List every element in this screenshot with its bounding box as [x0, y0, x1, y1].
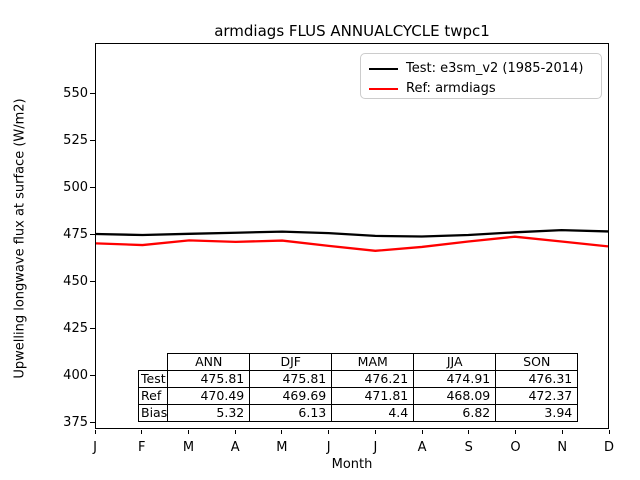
- legend-label-ref: Ref: armdiags: [406, 81, 496, 96]
- table-cell: 5.32: [167, 404, 251, 422]
- y-tick-mark: [90, 375, 95, 377]
- x-tick-mark: [281, 430, 283, 434]
- x-tick-mark: [608, 430, 610, 434]
- series-line-ref: [96, 235, 608, 252]
- table-col-header: SON: [495, 353, 579, 371]
- table-row: Bias 5.32 6.13 4.4 6.82 3.94: [137, 404, 579, 422]
- x-tick-mark: [234, 430, 236, 434]
- chart-title: armdiags FLUS ANNUALCYCLE twpc1: [214, 22, 490, 40]
- table-cell: 6.82: [413, 404, 497, 422]
- y-tick-mark: [90, 422, 95, 424]
- x-tick-label: A: [230, 440, 240, 455]
- x-tick-label: F: [137, 440, 146, 455]
- table-row-label: Ref: [137, 387, 169, 405]
- table-cell: 471.81: [331, 387, 415, 405]
- table-cell: 476.21: [331, 370, 415, 388]
- legend: Test: e3sm_v2 (1985-2014) Ref: armdiags: [360, 53, 602, 99]
- x-tick-label: M: [182, 440, 195, 455]
- y-tick-mark: [90, 328, 95, 330]
- x-tick-mark: [468, 430, 470, 434]
- table-row: Test 475.81 475.81 476.21 474.91 476.31: [137, 370, 579, 388]
- table-col-header: MAM: [331, 353, 415, 371]
- x-tick-label: J: [93, 440, 97, 455]
- x-axis-label: Month: [331, 457, 373, 472]
- y-axis-label: Upwelling longwave flux at surface (W/m2…: [12, 98, 28, 379]
- legend-line-test-icon: [369, 67, 398, 71]
- y-tick-label: 450: [63, 274, 88, 290]
- x-tick-mark: [141, 430, 143, 434]
- table-row-label: Bias: [137, 404, 169, 422]
- x-tick-label: J: [326, 440, 331, 455]
- summary-table-body: ANN DJF MAM JJA SON Test 475.81 475.81 476.21 474…: [137, 353, 579, 422]
- x-tick-label: M: [276, 440, 288, 455]
- table-cell: 6.13: [249, 404, 333, 422]
- table-col-header: JJA: [413, 353, 497, 371]
- summary-table: ANN DJF MAM JJA SON Test 475.81 475.81 476.21 474…: [137, 353, 579, 422]
- table-cell: 469.69: [249, 387, 333, 405]
- x-tick-mark: [515, 430, 517, 434]
- x-tick-mark: [94, 430, 96, 434]
- table-row-label: Test: [137, 370, 169, 388]
- y-tick-label: 500: [63, 180, 88, 196]
- y-tick-mark: [90, 281, 95, 283]
- legend-line-ref-icon: [369, 87, 398, 91]
- table-cell: 470.49: [167, 387, 251, 405]
- table-header-row: ANN DJF MAM JJA SON: [139, 353, 579, 371]
- table-row: Ref 470.49 469.69 471.81 468.09 472.37: [137, 387, 579, 405]
- x-tick-label: N: [557, 440, 568, 455]
- table-cell: 472.37: [495, 387, 579, 405]
- y-tick-label: 400: [63, 368, 88, 384]
- y-tick-label: 475: [63, 227, 88, 243]
- y-tick-mark: [90, 187, 95, 189]
- x-tick-label: S: [464, 440, 473, 455]
- table-cell: 476.31: [495, 370, 579, 388]
- y-tick-label: 550: [63, 86, 88, 102]
- table-cell: 4.4: [331, 404, 415, 422]
- x-tick-label: A: [417, 440, 427, 455]
- plot-area: Test: e3sm_v2 (1985-2014) Ref: armdiags: [95, 43, 609, 429]
- table-cell: 468.09: [413, 387, 497, 405]
- table-corner-blank: [139, 354, 168, 371]
- x-tick-mark: [328, 430, 330, 434]
- legend-entry-ref: Ref: armdiags: [369, 79, 601, 99]
- table-cell: 475.81: [167, 370, 251, 388]
- x-tick-label: J: [373, 440, 378, 455]
- table-cell: 474.91: [413, 370, 497, 388]
- legend-label-test: Test: e3sm_v2 (1985-2014): [406, 61, 584, 76]
- x-tick-label: O: [510, 440, 521, 455]
- series-line-test: [96, 228, 608, 238]
- table-cell: 475.81: [249, 370, 333, 388]
- legend-entry-test: Test: e3sm_v2 (1985-2014): [369, 59, 601, 79]
- x-tick-mark: [561, 430, 563, 434]
- table-cell: 3.94: [495, 404, 579, 422]
- table-col-header: ANN: [167, 353, 251, 371]
- y-tick-mark: [90, 93, 95, 95]
- y-tick-label: 525: [63, 133, 88, 149]
- y-tick-mark: [90, 234, 95, 236]
- line-series-svg: [96, 228, 608, 252]
- x-tick-mark: [374, 430, 376, 434]
- y-tick-label: 375: [63, 415, 88, 431]
- y-tick-label: 425: [63, 321, 88, 337]
- table-col-header: DJF: [249, 353, 333, 371]
- x-tick-mark: [187, 430, 189, 434]
- x-tick-mark: [421, 430, 423, 434]
- x-tick-label: D: [603, 440, 614, 455]
- y-tick-mark: [90, 140, 95, 142]
